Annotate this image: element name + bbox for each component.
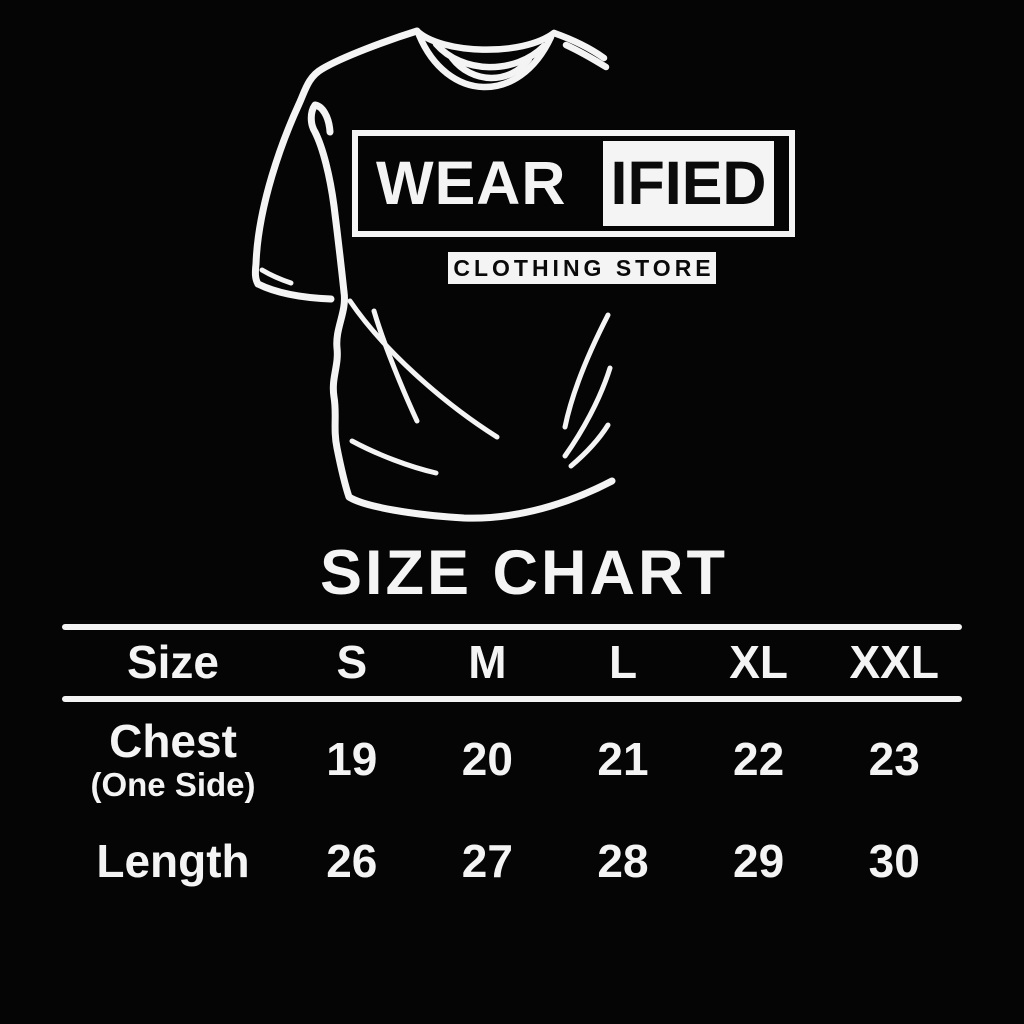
chest-value-l: 21 bbox=[597, 733, 649, 786]
tshirt-left-sleeve bbox=[251, 27, 421, 303]
logo-wear-text: WEAR bbox=[376, 149, 567, 217]
row-label-length: Length bbox=[96, 835, 250, 888]
logo-ified-text: IFIED bbox=[610, 149, 767, 217]
length-value-s: 26 bbox=[326, 835, 378, 888]
col-header-size: Size bbox=[126, 636, 220, 689]
row-label-chest: Chest (One Side) bbox=[62, 715, 284, 803]
table-header-bottom-rule bbox=[62, 696, 962, 702]
tagline-strip: CLOTHING STORE bbox=[448, 252, 716, 284]
tshirt-wrinkles bbox=[347, 298, 613, 476]
size-table: Size S M L XL XXL Chest (One Side) 19 20… bbox=[62, 624, 962, 902]
tshirt-collar bbox=[413, 27, 558, 91]
tshirt-right-shoulder bbox=[550, 29, 610, 71]
length-value-m: 27 bbox=[461, 835, 513, 888]
table-row-length: Length 26 27 28 29 30 bbox=[62, 820, 962, 902]
brand-logo: WEAR IFIED bbox=[352, 130, 795, 237]
chest-value-xl: 22 bbox=[733, 733, 785, 786]
col-header-m: M bbox=[468, 636, 507, 689]
chest-sublabel: (One Side) bbox=[90, 765, 256, 803]
col-header-s: S bbox=[336, 636, 368, 689]
col-header-xxl: XXL bbox=[849, 636, 939, 689]
table-header-row: Size S M L XL XXL bbox=[62, 630, 962, 696]
chest-label: Chest bbox=[109, 715, 237, 767]
page-title: SIZE CHART bbox=[320, 538, 728, 608]
table-top-rule bbox=[62, 624, 962, 630]
tagline-text: CLOTHING STORE bbox=[453, 254, 715, 281]
table-row-chest: Chest (One Side) 19 20 21 22 23 bbox=[62, 702, 962, 820]
length-value-xxl: 30 bbox=[868, 835, 920, 888]
chest-value-s: 19 bbox=[326, 733, 378, 786]
length-value-xl: 29 bbox=[733, 835, 785, 888]
logo-ified-box: IFIED bbox=[603, 141, 774, 226]
length-value-l: 28 bbox=[597, 835, 649, 888]
tshirt-body bbox=[329, 288, 616, 522]
col-header-xl: XL bbox=[729, 636, 788, 689]
col-header-l: L bbox=[608, 636, 638, 689]
chest-value-xxl: 23 bbox=[868, 733, 920, 786]
chest-value-m: 20 bbox=[461, 733, 513, 786]
